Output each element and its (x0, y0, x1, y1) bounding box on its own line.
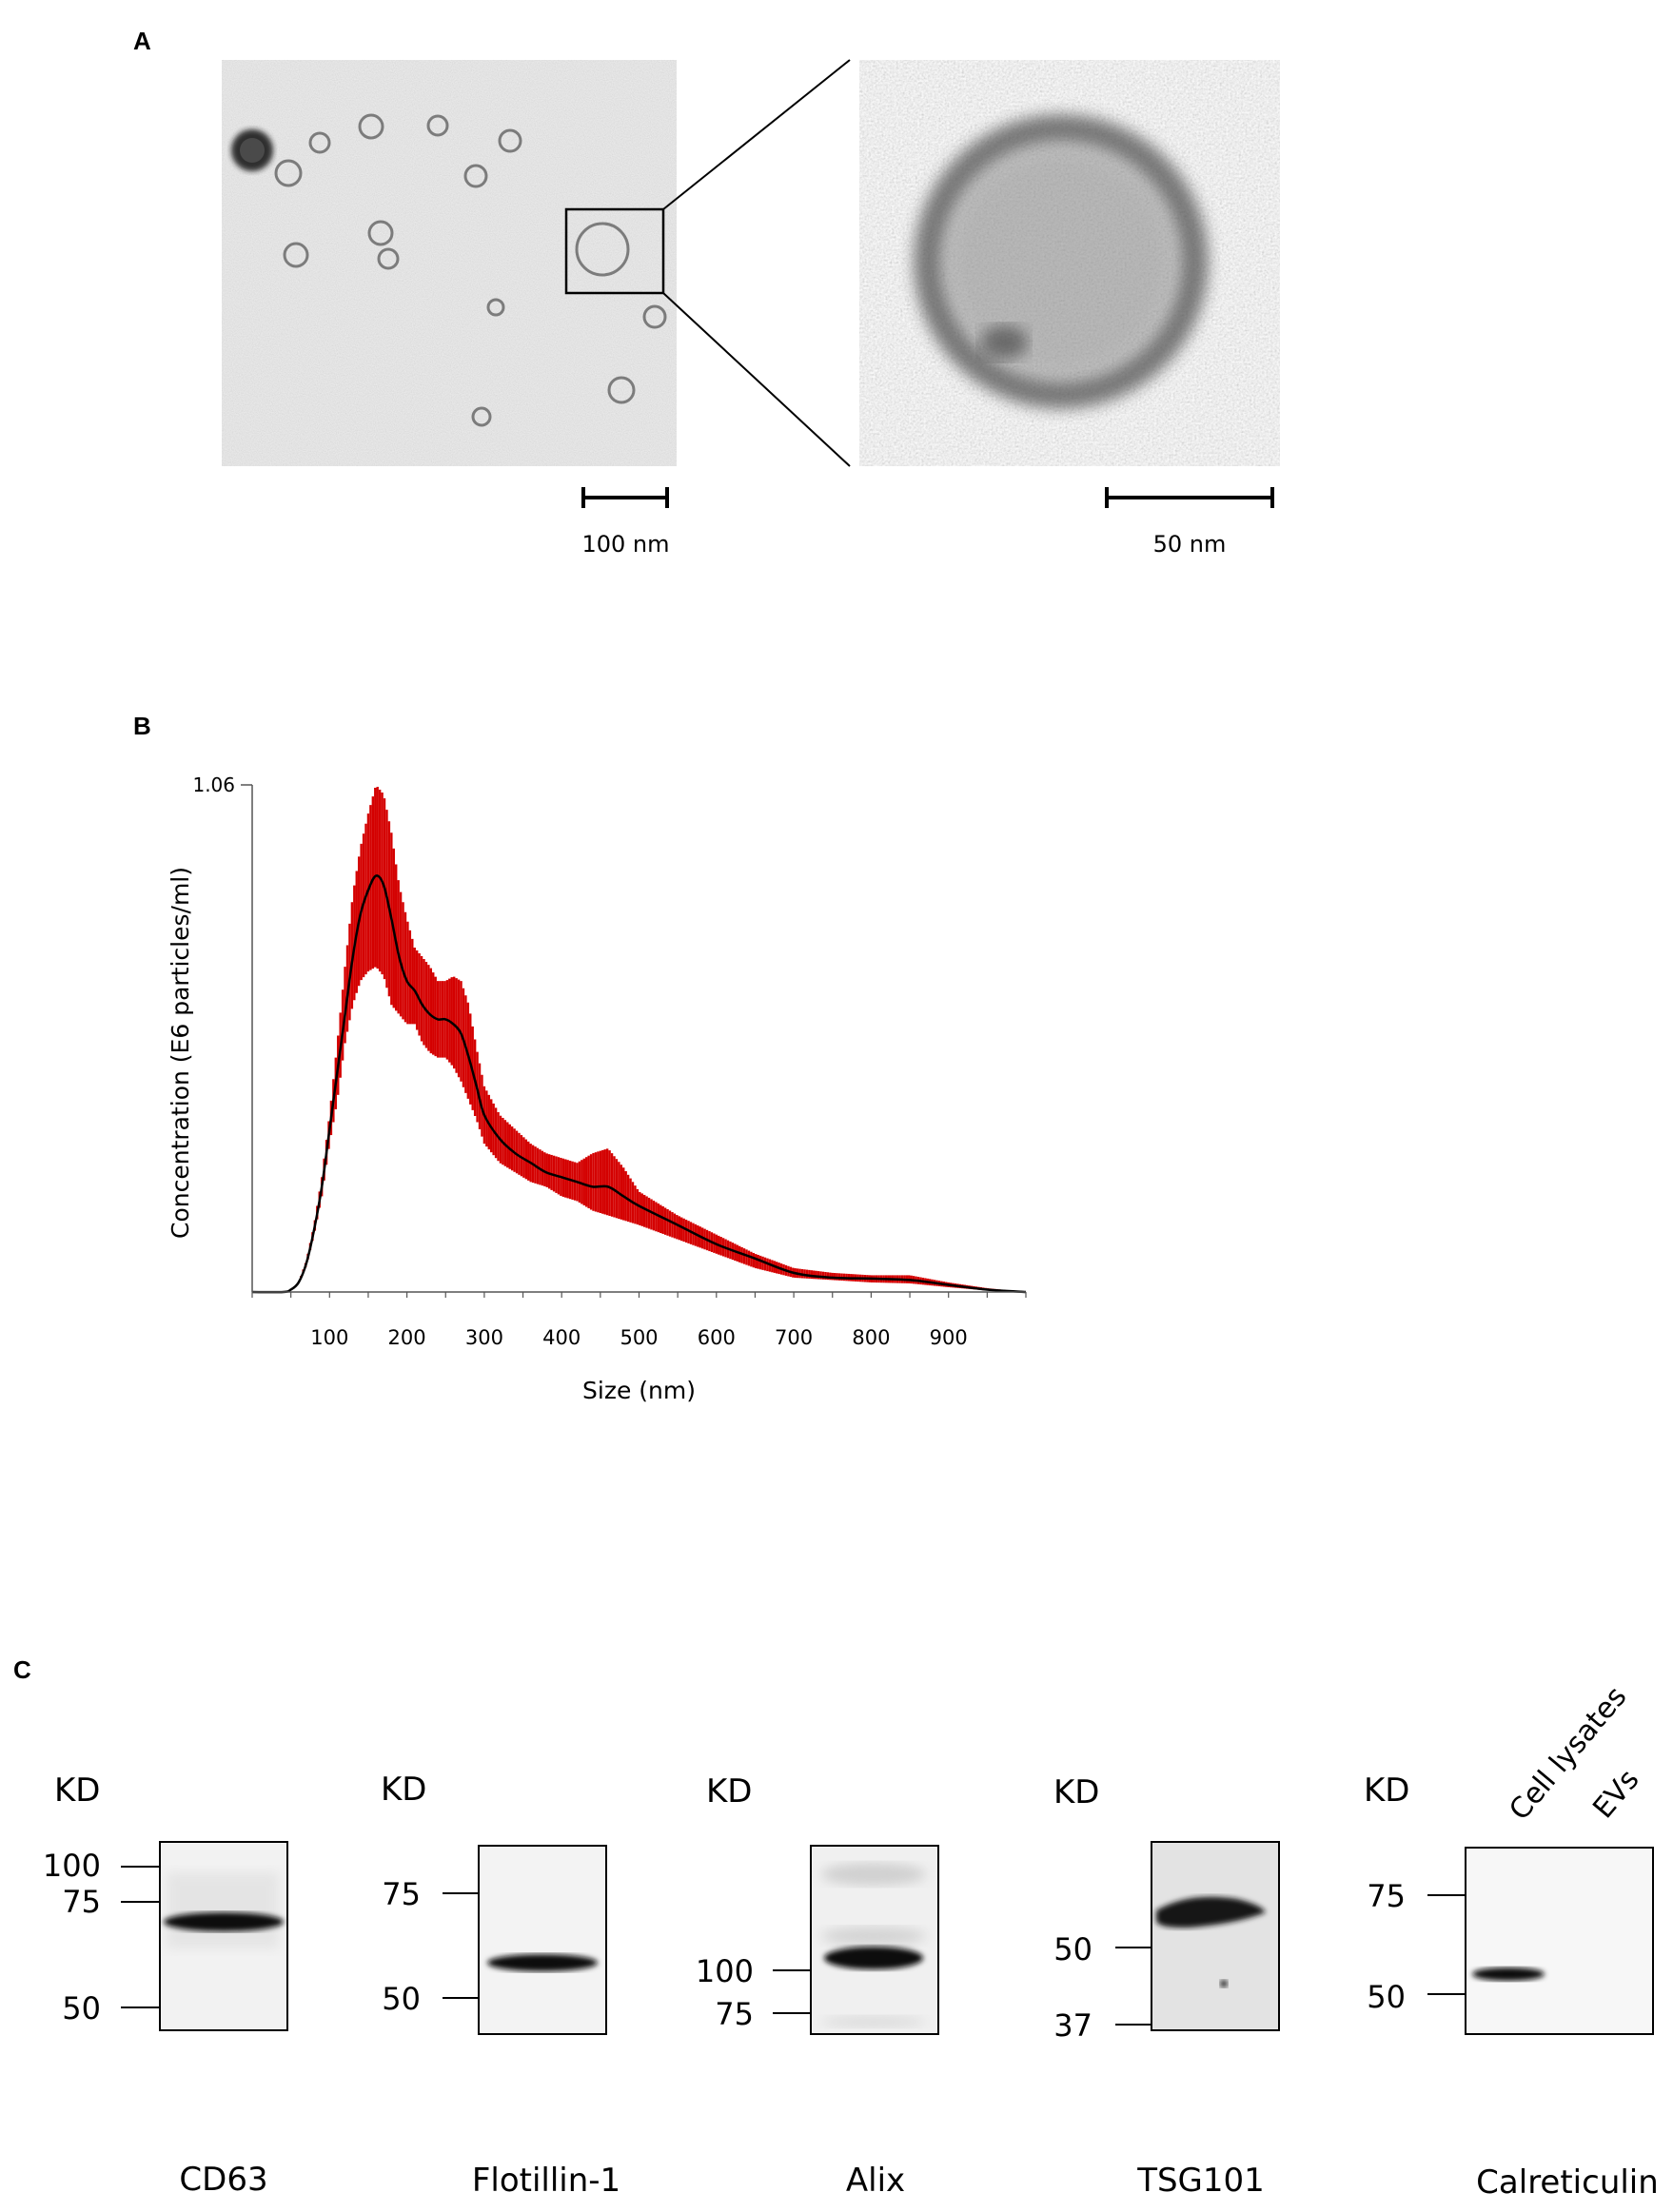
kd-label: KD (54, 1772, 100, 1810)
protein-band (164, 1912, 284, 1931)
lane-label: EVs (1586, 1763, 1645, 1825)
x-tick-label: 900 (930, 1326, 968, 1349)
western-blot-panel: KD 100 75 50 CD63 KD 75 50 Flotillin-1 K… (43, 1680, 1659, 2202)
x-tick-label: 200 (388, 1326, 426, 1349)
zoom-connector-bottom (662, 292, 851, 467)
protein-name: Calreticulin (1476, 2163, 1659, 2202)
x-tick-label: 500 (620, 1326, 658, 1349)
marker-label: 50 (62, 1990, 101, 2026)
scale-bar-100nm-label: 100 nm (581, 531, 670, 558)
scale-bar-100nm (581, 487, 669, 508)
x-tick-label: 700 (775, 1326, 813, 1349)
blot-cd63: KD 100 75 50 CD63 (43, 1772, 288, 2199)
error-band (300, 787, 1027, 1292)
mean-line (251, 874, 1027, 1294)
tem-overview-image (222, 60, 677, 466)
marker-label: 50 (1053, 1931, 1092, 1967)
scale-bar-50nm (1105, 487, 1274, 508)
marker-label: 37 (1053, 2007, 1092, 2044)
protein-name: TSG101 (1136, 2162, 1265, 2200)
panel-b-letter: B (133, 712, 151, 740)
marker-label: 50 (1367, 1979, 1406, 2015)
marker-label: 75 (62, 1884, 101, 1920)
blot-calreticulin: KD 75 50 Cell lysates EVs Calreticulin (1364, 1680, 1659, 2202)
protein-name: CD63 (179, 2161, 267, 2199)
x-tick-label: 100 (310, 1326, 348, 1349)
kd-label: KD (1364, 1772, 1409, 1810)
panel-a-figure (222, 59, 1280, 508)
blot-tsg101: KD 50 37 TSG101 (1053, 1773, 1280, 2200)
zoom-box (564, 207, 665, 295)
scale-bar-50nm-label: 50 nm (1152, 531, 1227, 558)
marker-label: 75 (715, 1996, 754, 2032)
protein-band (1156, 1896, 1266, 1928)
marker-label: 100 (696, 1953, 754, 1989)
x-tick-labels: 100 200 300 400 500 600 700 800 900 (310, 1326, 967, 1349)
y-tick-label: 1.06 (192, 773, 235, 796)
protein-band (1472, 1967, 1545, 1981)
blot-membrane (478, 1845, 607, 2035)
protein-name: Alix (846, 2162, 905, 2200)
marker-label: 50 (382, 1981, 421, 2017)
protein-band (824, 1947, 923, 1969)
x-tick-label: 600 (698, 1326, 736, 1349)
marker-label: 75 (382, 1876, 421, 1912)
y-axis-label: Concentration (E6 particles/ml) (167, 867, 194, 1239)
zoom-connector-top (662, 59, 851, 210)
panel-a-letter: A (133, 27, 151, 55)
blot-membrane (1465, 1847, 1654, 2035)
protein-band (487, 1954, 598, 1971)
tem-zoom-image (859, 60, 1280, 466)
x-axis-label: Size (nm) (582, 1377, 696, 1404)
x-tick-label: 400 (542, 1326, 581, 1349)
panel-c-letter: C (13, 1655, 31, 1684)
kd-label: KD (381, 1771, 426, 1809)
x-tick-label: 800 (852, 1326, 890, 1349)
kd-label: KD (706, 1772, 752, 1811)
blot-flotillin-1: KD 75 50 Flotillin-1 (381, 1771, 620, 2200)
blot-alix: KD 100 75 Alix (696, 1772, 939, 2200)
blot-membrane (1151, 1841, 1280, 2031)
marker-label: 100 (43, 1848, 101, 1884)
x-ticks (251, 1292, 1027, 1298)
kd-label: KD (1053, 1773, 1099, 1811)
nta-size-distribution-chart: 1.06 100 200 300 400 500 600 700 800 900 Size (n… (167, 773, 1027, 1404)
marker-label: 75 (1367, 1878, 1406, 1914)
x-tick-label: 300 (465, 1326, 503, 1349)
protein-name: Flotillin-1 (472, 2162, 620, 2200)
